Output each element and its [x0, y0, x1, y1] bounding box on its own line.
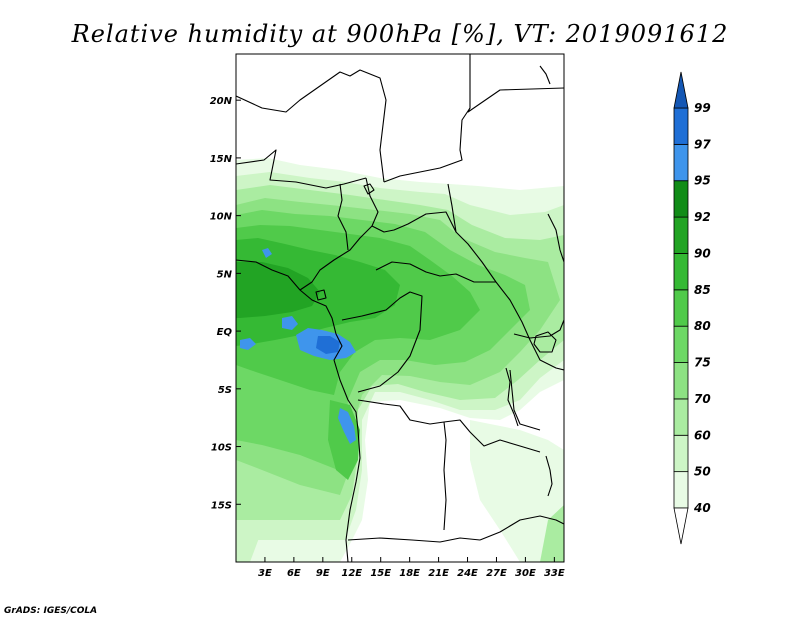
- zambia-border: [443, 419, 541, 453]
- lat-tick-label: EQ: [217, 327, 233, 338]
- colorbar-level-label: 60: [694, 428, 711, 442]
- red-sea-coast: [539, 65, 551, 85]
- lon-tick-label: 24E: [457, 568, 478, 579]
- lon-tick-label: 15E: [370, 568, 391, 579]
- lat-tick-label: 10S: [211, 443, 232, 454]
- rh-97-angola-patch: [338, 408, 356, 444]
- colorbar-level-label: 99: [694, 101, 711, 115]
- colorbar-segment: [673, 362, 689, 400]
- west-africa-coast: [236, 259, 361, 562]
- cameroon-car-border: [371, 211, 457, 233]
- colorbar-segment: [673, 180, 689, 218]
- car-south-border: [375, 261, 496, 283]
- sahel-inner-border: [337, 183, 349, 251]
- colorbar-level-label: 95: [694, 174, 711, 188]
- map-title: Relative humidity at 900hPa [%], VT: 201…: [71, 20, 729, 48]
- colorbar-level-label: 92: [694, 210, 711, 224]
- grads-credit: GrADS: IGES/COLA: [4, 606, 97, 616]
- lat-tick-label: 20N: [210, 96, 233, 107]
- lon-tick-label: 3E: [258, 568, 272, 579]
- colorbar-level-label: 75: [694, 356, 711, 370]
- colorbar-segment: [673, 471, 689, 509]
- lake-volta-gulf: [315, 289, 327, 301]
- rh-se-corner: [540, 505, 564, 562]
- colorbar-segment: [673, 434, 689, 473]
- lake-victoria: [533, 331, 557, 353]
- lon-tick-label: 12E: [341, 568, 362, 579]
- lake-tanganyika: [505, 367, 519, 427]
- lon-tick-label: 21E: [428, 568, 449, 579]
- lake-chad: [363, 183, 375, 195]
- lon-tick-label: 33E: [544, 568, 565, 579]
- drc-angola-border: [357, 399, 447, 531]
- colorbar-level-label: 40: [693, 501, 711, 515]
- colorbar-level-label: 50: [694, 465, 711, 479]
- colorbar-level-label: 85: [694, 283, 711, 297]
- longitude-ticks: 3E 6E 9E 12E 15E 18E 21E 24E 27E 30E 33E: [258, 557, 565, 579]
- east-africa-border: [495, 281, 564, 371]
- colorbar-segment: [673, 289, 689, 327]
- colorbar-segment: [673, 325, 689, 363]
- egypt-sudan-border: [467, 54, 564, 113]
- rh-99-core: [316, 336, 340, 354]
- rh-50-east: [470, 420, 564, 562]
- rh-97-coast-patch: [282, 316, 298, 330]
- map-panel: 3E 6E 9E 12E 15E 18E 21E 24E 27E 30E 33E 20N 15N 10N…: [210, 53, 565, 579]
- lon-tick-label: 9E: [316, 568, 330, 579]
- lat-tick-label: 15N: [210, 154, 233, 165]
- country-borders: [236, 54, 564, 562]
- lon-tick-label: 27E: [486, 568, 507, 579]
- humidity-shading: [236, 158, 564, 562]
- lat-tick-label: 5N: [217, 269, 233, 280]
- chad-east-border: [447, 183, 497, 283]
- lat-tick-label: 10N: [210, 212, 233, 223]
- rh-97-west-patch: [240, 338, 256, 350]
- colorbar: 40 50 60 70 75 80 85 90 92 95 97 99: [673, 71, 711, 545]
- rh-97-nigeria-patch: [262, 248, 272, 258]
- rh-85-south: [328, 400, 360, 480]
- angola-namibia-border: [347, 537, 481, 543]
- colorbar-segment: [673, 398, 689, 436]
- colorbar-level-label: 80: [694, 319, 711, 333]
- nigeria-cameroon-border: [299, 177, 379, 291]
- lat-tick-label: 15S: [211, 500, 232, 511]
- colorbar-segment: [673, 143, 689, 182]
- south-border-zimbabwe: [479, 515, 564, 541]
- colorbar-level-label: 97: [694, 137, 711, 151]
- colorbar-segment: [673, 107, 689, 145]
- north-border-libya-chad: [236, 69, 387, 183]
- colorbar-segment: [673, 253, 689, 291]
- lat-tick-label: 5S: [218, 385, 232, 396]
- lon-tick-label: 30E: [515, 568, 536, 579]
- rh-92-region: [236, 262, 320, 318]
- colorbar-segment: [673, 216, 689, 254]
- colorbar-low-arrow: [673, 507, 689, 545]
- niger-nigeria-border: [236, 149, 367, 189]
- ethiopia-border: [547, 213, 564, 263]
- tanzania-border: [509, 369, 541, 431]
- colorbar-level-label: 90: [694, 246, 711, 260]
- uganda-kenya-border: [513, 319, 564, 339]
- map-frame: [235, 53, 565, 563]
- chad-sudan-border: [383, 107, 471, 183]
- congo-drc-border: [341, 291, 423, 393]
- latitude-ticks: 20N 15N 10N 5N EQ 5S 10S 15S: [210, 96, 241, 511]
- colorbar-level-label: 70: [694, 392, 711, 406]
- rh-sw-corner: [236, 520, 262, 562]
- lon-tick-label: 6E: [287, 568, 301, 579]
- colorbar-high-arrow: [673, 71, 689, 109]
- lon-tick-label: 18E: [399, 568, 420, 579]
- lake-malawi: [545, 455, 553, 497]
